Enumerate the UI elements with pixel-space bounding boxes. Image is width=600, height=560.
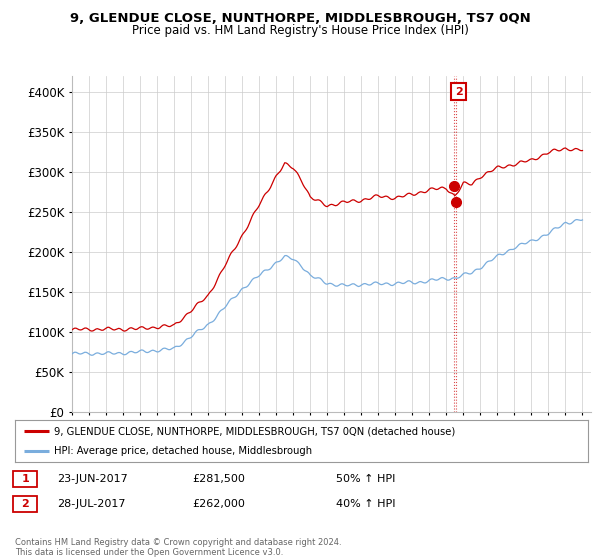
Text: Price paid vs. HM Land Registry's House Price Index (HPI): Price paid vs. HM Land Registry's House …: [131, 24, 469, 36]
Text: 23-JUN-2017: 23-JUN-2017: [57, 474, 128, 484]
Text: HPI: Average price, detached house, Middlesbrough: HPI: Average price, detached house, Midd…: [54, 446, 312, 456]
Text: £281,500: £281,500: [192, 474, 245, 484]
Text: 2: 2: [22, 499, 29, 509]
Text: 28-JUL-2017: 28-JUL-2017: [57, 499, 125, 509]
Text: Contains HM Land Registry data © Crown copyright and database right 2024.
This d: Contains HM Land Registry data © Crown c…: [15, 538, 341, 557]
Text: 9, GLENDUE CLOSE, NUNTHORPE, MIDDLESBROUGH, TS7 0QN: 9, GLENDUE CLOSE, NUNTHORPE, MIDDLESBROU…: [70, 12, 530, 25]
Text: 1: 1: [22, 474, 29, 484]
Text: 2: 2: [455, 87, 463, 97]
Text: £262,000: £262,000: [192, 499, 245, 509]
Text: 50% ↑ HPI: 50% ↑ HPI: [336, 474, 395, 484]
Text: 9, GLENDUE CLOSE, NUNTHORPE, MIDDLESBROUGH, TS7 0QN (detached house): 9, GLENDUE CLOSE, NUNTHORPE, MIDDLESBROU…: [54, 426, 455, 436]
Text: 40% ↑ HPI: 40% ↑ HPI: [336, 499, 395, 509]
